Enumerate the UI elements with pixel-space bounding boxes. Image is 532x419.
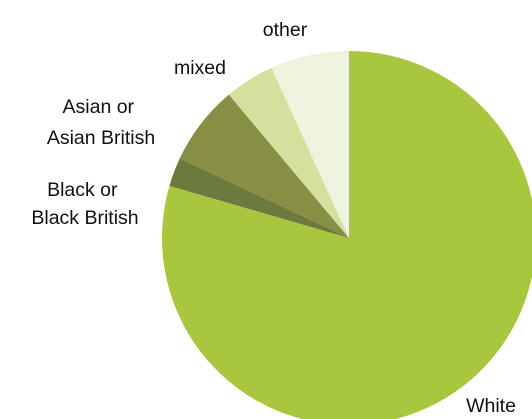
pie-slice-mixed <box>228 67 349 238</box>
slice-label-other: other <box>263 19 308 41</box>
slice-label-black: Black or Black British <box>31 179 138 229</box>
slice-label-asian: Asian or Asian British <box>47 96 155 149</box>
pie-slice-white <box>162 51 532 419</box>
pie-labels: White Black or Black British Asian or As… <box>31 19 516 417</box>
pie-slice-other <box>271 51 349 238</box>
slice-label-mixed: mixed <box>174 57 226 79</box>
pie-slice-asian <box>179 94 349 238</box>
slice-label-white: White <box>466 395 516 417</box>
pie-slices <box>162 51 532 419</box>
pie-slice-black <box>169 158 349 238</box>
